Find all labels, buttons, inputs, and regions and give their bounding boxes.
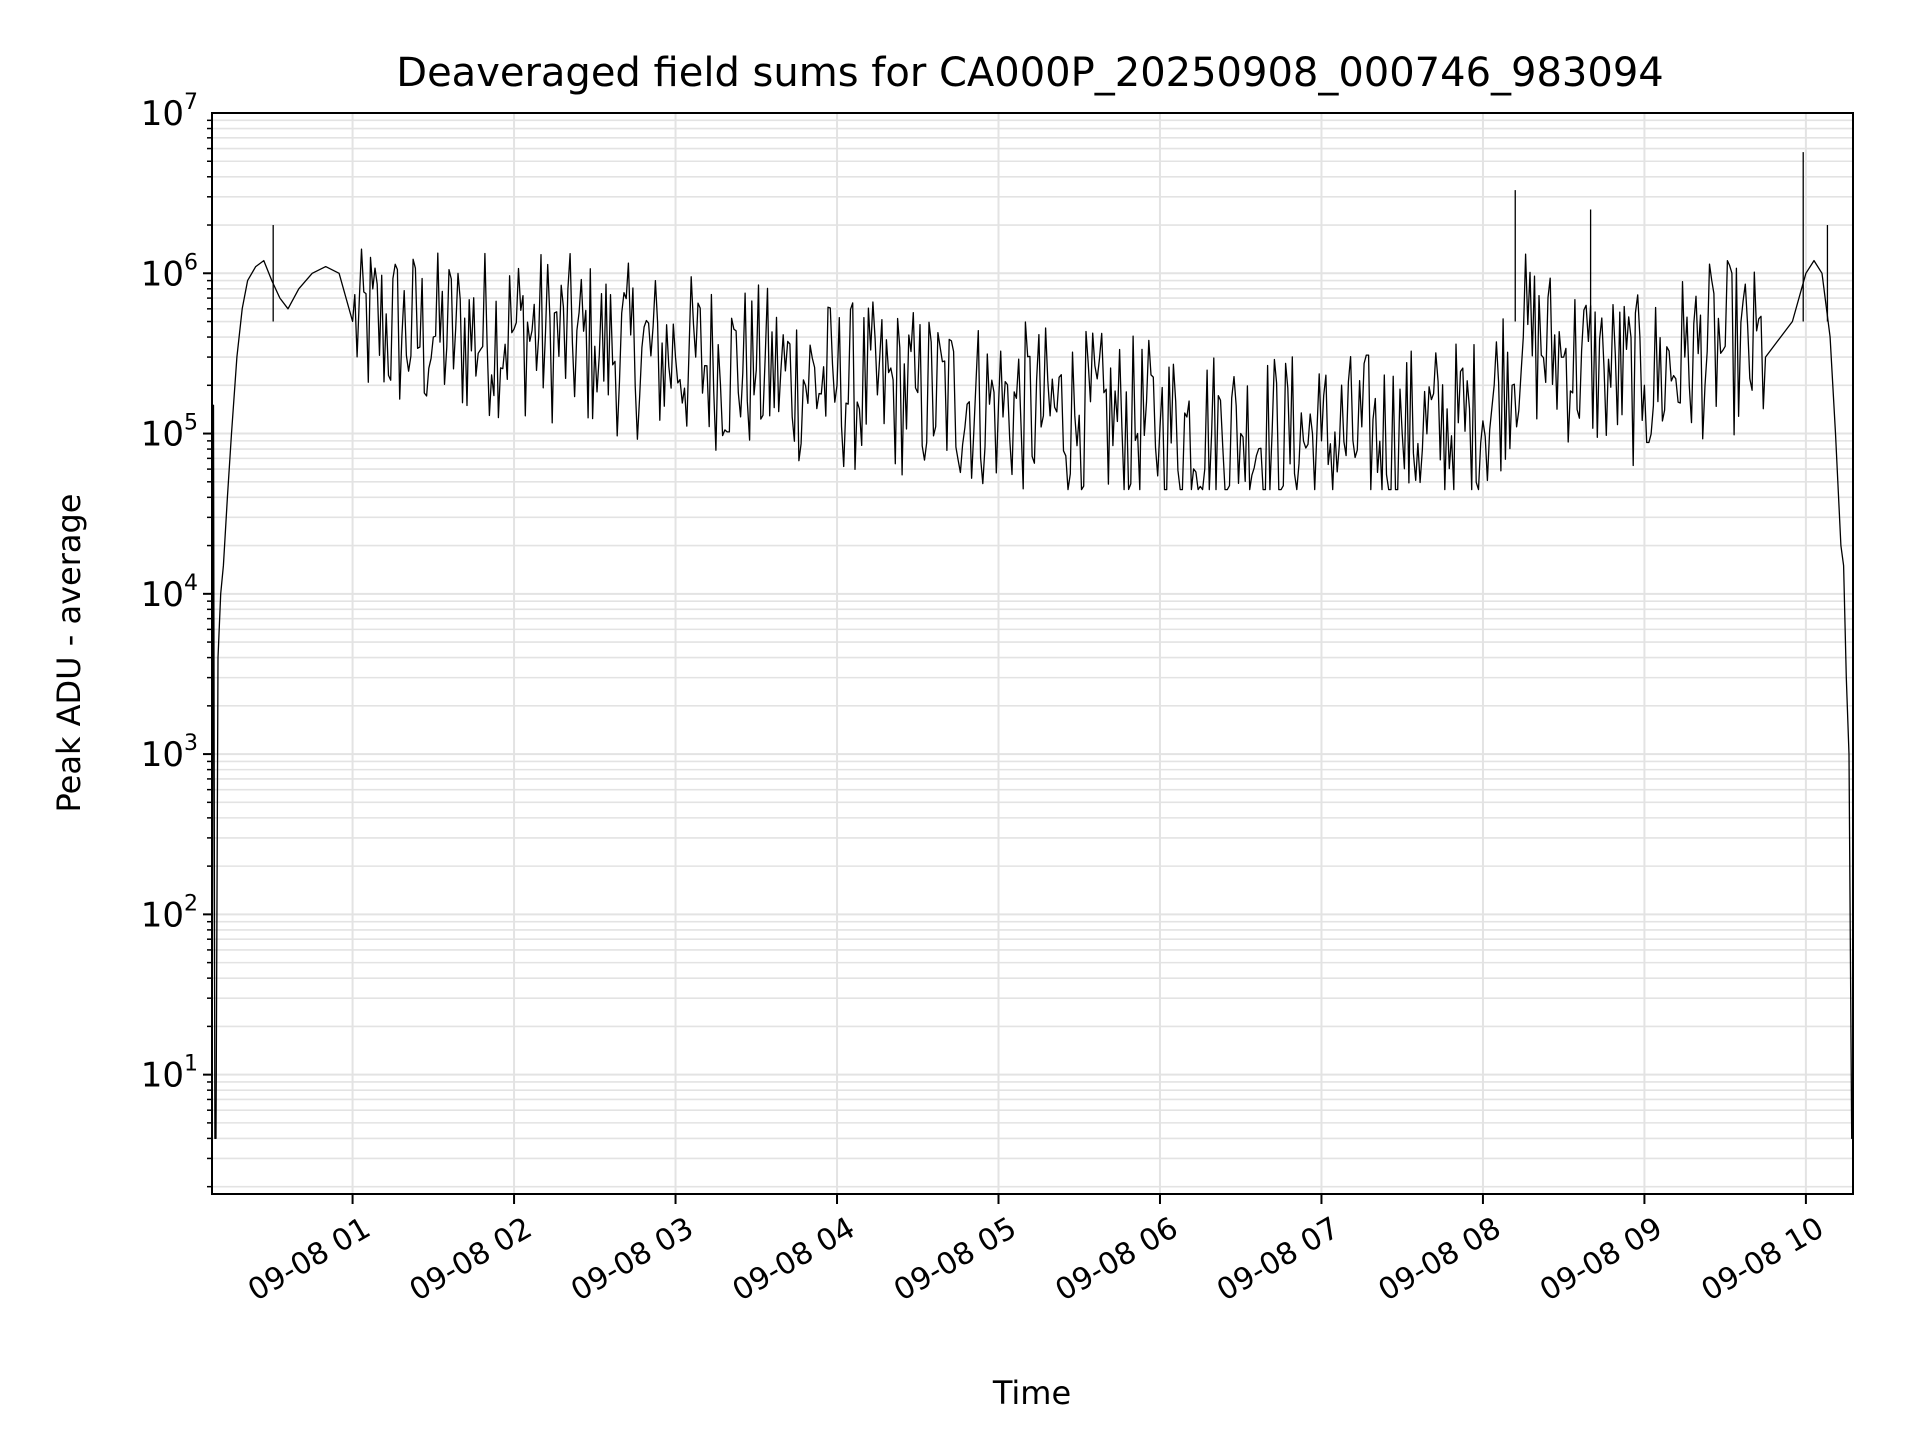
y-tick-label: 101 — [141, 1052, 198, 1096]
x-axis-label: Time — [992, 1374, 1071, 1412]
chart-title: Deaveraged field sums for CA000P_2025090… — [396, 50, 1663, 96]
y-tick-label: 106 — [141, 250, 198, 294]
y-tick-label: 103 — [141, 731, 198, 775]
y-tick-label: 104 — [141, 571, 198, 615]
y-tick-label: 105 — [141, 411, 198, 455]
y-tick-labels: 101 102 103 104 105 106 107 — [141, 90, 198, 1096]
series-line — [211, 248, 1853, 1195]
y-tick-label: 107 — [141, 90, 198, 134]
y-tick-label: 102 — [141, 891, 198, 935]
grid-layer — [212, 113, 1853, 1194]
y-axis-label: Peak ADU - average — [50, 494, 88, 813]
plot-frame — [211, 112, 1854, 1195]
tick-layer — [203, 119, 1807, 1204]
data-layer — [211, 152, 1853, 1195]
